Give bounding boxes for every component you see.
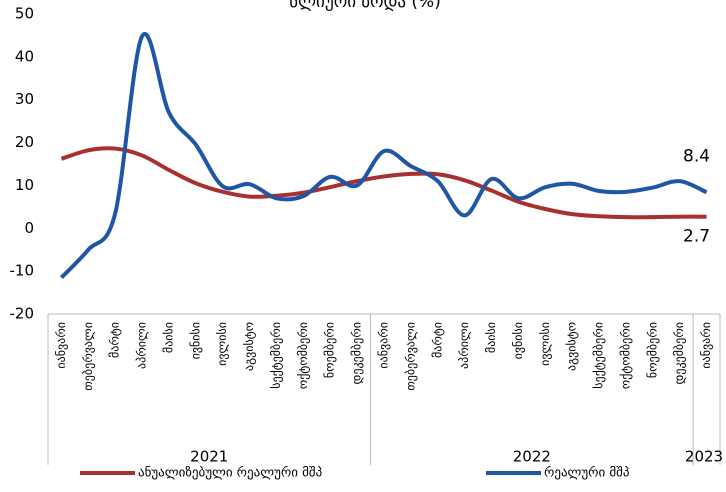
y-tick-label: 40 <box>15 47 34 65</box>
y-tick-label: 10 <box>15 176 34 194</box>
x-tick-label: ივლისი <box>538 322 552 366</box>
x-tick-label: ოქტომბერი <box>296 322 310 389</box>
y-tick-label: -10 <box>10 262 35 280</box>
x-tick-label: იანვარი <box>377 322 391 369</box>
x-tick-label: მარტი <box>430 322 444 358</box>
x-tick-label: დეკემბერი <box>350 322 364 384</box>
x-tick-label: სექტემბერი <box>592 322 606 389</box>
x-tick-label: იანვარი <box>54 322 68 369</box>
legend-label: ანუალიზებული რეალური მშპ <box>138 466 322 481</box>
x-tick-label: აგვისტო <box>242 322 256 371</box>
group-label: 2022 <box>513 448 551 466</box>
x-tick-label: აპრილი <box>457 322 471 369</box>
x-tick-label: მარტი <box>108 322 122 358</box>
y-tick-label: 30 <box>15 90 34 108</box>
y-tick-label: 20 <box>15 133 34 151</box>
x-tick-label: თებერვალი <box>403 322 417 391</box>
x-tick-label: ივნისი <box>511 322 525 359</box>
x-tick-label: აგვისტო <box>565 322 579 371</box>
x-tick-label: იანვარი <box>699 322 713 369</box>
data-label: 8.4 <box>683 146 710 166</box>
x-tick-label: დეკემბერი <box>672 322 686 384</box>
group-label: 2021 <box>190 448 228 466</box>
x-tick-label: ივლისი <box>215 322 229 366</box>
x-tick-label: აპრილი <box>135 322 149 369</box>
x-tick-label: ნოემბერი <box>645 322 659 378</box>
y-tick-label: 50 <box>15 5 34 23</box>
x-tick-label: თებერვალი <box>81 322 95 391</box>
legend-label: რეალური მშპ <box>544 466 630 481</box>
x-tick-label: ოქტომბერი <box>618 322 632 389</box>
x-tick-label: მაისი <box>161 322 175 353</box>
x-tick-label: სექტემბერი <box>269 322 283 389</box>
chart-title: წლიური ზრდა (%) <box>289 0 441 12</box>
y-tick-label: -20 <box>10 305 35 323</box>
series-line <box>60 146 707 220</box>
x-tick-label: ივნისი <box>188 322 202 359</box>
data-label: 2.7 <box>683 227 710 247</box>
x-tick-label: ნოემბერი <box>323 322 337 378</box>
series-line <box>60 31 708 279</box>
group-label: 2023 <box>685 448 723 466</box>
y-tick-label: 0 <box>24 219 34 237</box>
x-tick-label: მაისი <box>484 322 498 353</box>
